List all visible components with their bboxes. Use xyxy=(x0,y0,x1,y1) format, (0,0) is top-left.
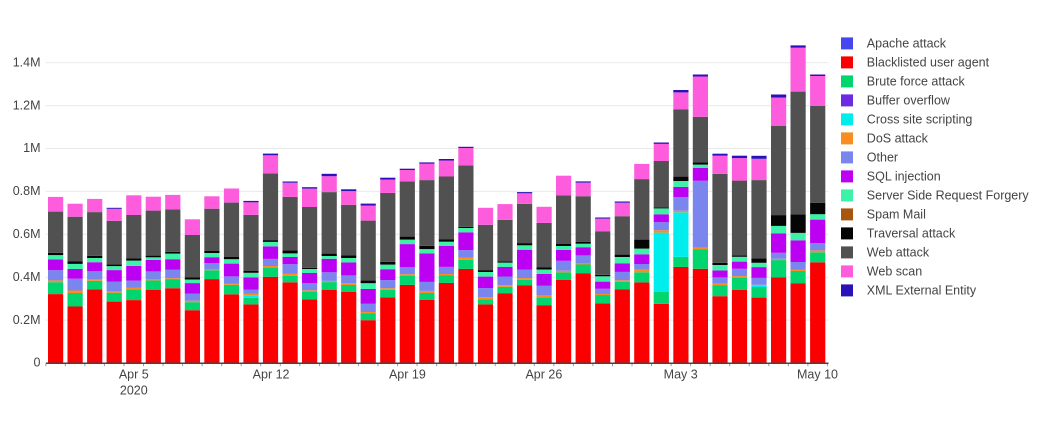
svg-text:Other: Other xyxy=(867,151,898,165)
svg-text:Cross site scripting: Cross site scripting xyxy=(867,113,973,127)
svg-text:May 10: May 10 xyxy=(797,367,838,381)
svg-text:0.8M: 0.8M xyxy=(13,184,41,198)
svg-text:DoS attack: DoS attack xyxy=(867,132,929,146)
svg-text:Brute force attack: Brute force attack xyxy=(867,75,966,89)
svg-text:May 3: May 3 xyxy=(664,367,698,381)
svg-text:Web scan: Web scan xyxy=(867,265,922,279)
svg-text:1.2M: 1.2M xyxy=(13,98,41,112)
svg-text:Apache attack: Apache attack xyxy=(867,37,947,51)
svg-text:Traversal attack: Traversal attack xyxy=(867,227,956,241)
svg-text:0.4M: 0.4M xyxy=(13,270,41,284)
svg-text:Apr 19: Apr 19 xyxy=(389,367,426,381)
svg-text:0.6M: 0.6M xyxy=(13,227,41,241)
svg-text:Buffer overflow: Buffer overflow xyxy=(867,94,951,108)
svg-text:0: 0 xyxy=(34,356,41,370)
svg-text:Blacklisted user agent: Blacklisted user agent xyxy=(867,56,990,70)
svg-text:Web attack: Web attack xyxy=(867,246,930,260)
svg-text:Apr 5: Apr 5 xyxy=(119,367,149,381)
svg-text:Spam Mail: Spam Mail xyxy=(867,208,926,222)
svg-text:SQL injection: SQL injection xyxy=(867,170,941,184)
svg-text:1M: 1M xyxy=(23,141,40,155)
svg-text:1.4M: 1.4M xyxy=(13,55,41,69)
svg-text:XML External Entity: XML External Entity xyxy=(867,284,977,298)
svg-text:Apr 12: Apr 12 xyxy=(253,367,290,381)
svg-text:Apr 26: Apr 26 xyxy=(525,367,562,381)
svg-text:2020: 2020 xyxy=(120,383,148,397)
svg-text:Server Side Request Forgery: Server Side Request Forgery xyxy=(867,189,1030,203)
svg-text:0.2M: 0.2M xyxy=(13,313,41,327)
